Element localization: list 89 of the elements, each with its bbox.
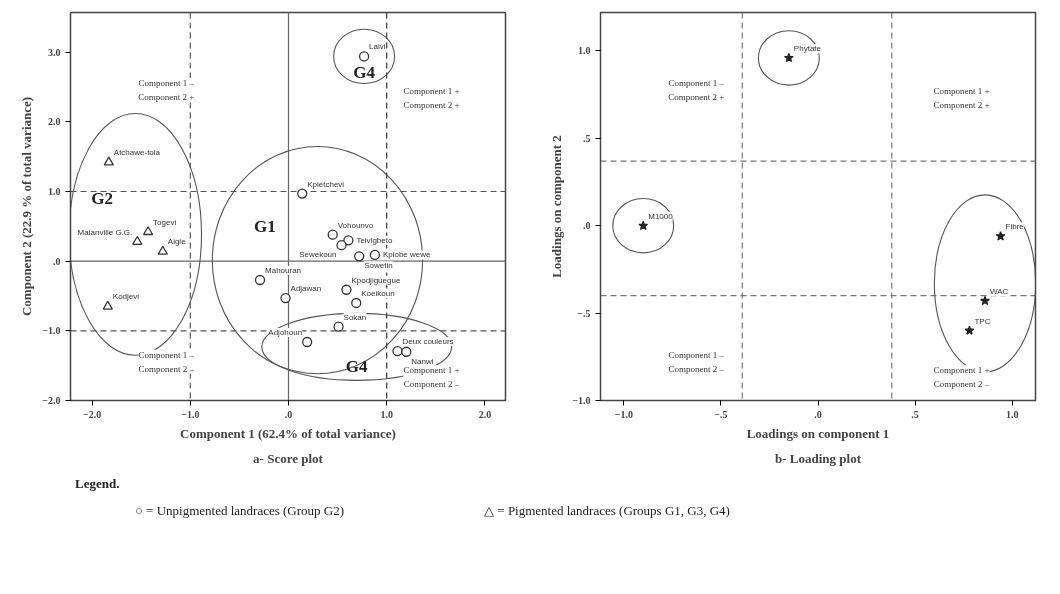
- annotation: Component 1 + Component 2 –: [403, 365, 460, 390]
- annotation: M1000: [648, 211, 674, 221]
- annotation: Atchawe-tola: [113, 148, 161, 158]
- text: Legend.: [75, 475, 121, 493]
- text: △ = Pigmented landraces (Groups G1, G3, G4): [484, 502, 730, 518]
- point: [302, 336, 313, 348]
- x-tick-label: −1.0: [181, 408, 200, 420]
- point: [964, 325, 975, 335]
- point: [102, 300, 113, 310]
- point: [995, 231, 1006, 241]
- point: [369, 249, 381, 261]
- y-axis-title: Loadings on component 2: [549, 135, 565, 278]
- series-label: G1: [254, 216, 276, 236]
- point: [327, 229, 338, 240]
- y-tick-label: −.5: [577, 307, 591, 319]
- point: [142, 226, 154, 236]
- annotation: Teivigbeto: [356, 235, 393, 245]
- point: [351, 297, 362, 309]
- point: [280, 292, 291, 304]
- x-tick-label: .5: [911, 408, 919, 420]
- point: [341, 284, 352, 295]
- point: [336, 240, 347, 251]
- x-tick-label: −1.0: [614, 408, 633, 420]
- x-tick-label: −2.0: [83, 408, 102, 420]
- point: [333, 28, 396, 85]
- point: [297, 188, 308, 199]
- annotation: Adjohoun: [268, 327, 303, 337]
- annotation: Sowetin: [364, 261, 393, 271]
- y-tick-label: 3.0: [48, 46, 61, 58]
- point: [392, 345, 403, 357]
- annotation: Malanville G.G.: [77, 227, 133, 237]
- y-tick-label: .5: [583, 132, 591, 144]
- annotation: Component 1 – Component 2 +: [138, 78, 195, 103]
- annotation: Component 1 – Component 2 –: [668, 349, 725, 374]
- annotation: Togevi: [153, 217, 177, 227]
- annotation: Koeikoun: [361, 288, 395, 298]
- annotation: Component 1 + Component 2 –: [933, 365, 990, 390]
- x-tick-label: .0: [814, 408, 822, 420]
- annotation: Adjawan: [290, 284, 322, 294]
- point: [401, 346, 412, 357]
- text: b- Loading plot: [775, 450, 862, 466]
- annotation: Sewekoun: [299, 250, 337, 260]
- point: [157, 245, 168, 255]
- y-tick-label: 2.0: [48, 116, 61, 128]
- x-tick-label: .0: [284, 408, 293, 420]
- y-tick-label: −1.0: [42, 325, 61, 337]
- annotation: WAC: [990, 286, 1009, 296]
- annotation: Mahouran: [265, 265, 302, 275]
- point: [333, 321, 344, 332]
- annotation: TPC: [974, 316, 991, 326]
- text: ○ = Unpigmented landraces (Group G2): [135, 502, 345, 518]
- y-tick-label: 1.0: [578, 45, 591, 57]
- y-tick-label: 1.0: [48, 186, 61, 198]
- x-tick-label: 2.0: [478, 408, 492, 420]
- x-tick-label: 1.0: [380, 408, 393, 420]
- annotation: Phytate: [793, 43, 822, 53]
- annotation: Component 1 + Component 2 +: [933, 85, 990, 110]
- x-axis-title: Loadings on component 1: [746, 425, 890, 441]
- annotation: Component 1 – Component 2 +: [668, 78, 725, 103]
- annotation: Aigle: [167, 237, 187, 247]
- text: a- Score plot: [253, 450, 324, 466]
- point: [103, 156, 114, 166]
- x-tick-label: 1.0: [1005, 408, 1019, 420]
- point: [354, 251, 365, 262]
- y-axis-title: Component 2 (22.9 % of total variance): [19, 96, 35, 317]
- point: [132, 235, 143, 245]
- series-label: G4: [345, 357, 369, 377]
- annotation: Vohounvo: [337, 220, 374, 230]
- annotation: Kodjevi: [112, 292, 140, 302]
- series-label: G4: [353, 63, 376, 83]
- x-tick-label: −.5: [714, 408, 728, 420]
- y-tick-label: −1.0: [572, 395, 591, 406]
- annotation: Kplobe wewe: [382, 250, 432, 260]
- y-tick-label: −2.0: [42, 395, 61, 406]
- annotation: Nanwi: [411, 356, 434, 366]
- point: [254, 274, 266, 286]
- series-label: G2: [91, 188, 114, 208]
- annotation: Kplétchevi: [307, 179, 345, 189]
- annotation: Laivi: [369, 42, 386, 52]
- annotation: Deux couleurs: [402, 337, 454, 347]
- annotation: Fibre: [1005, 222, 1025, 232]
- annotation: Component 1 + Component 2 +: [403, 85, 460, 110]
- annotation: Component 1 – Component 2 –: [138, 349, 195, 374]
- point: [980, 295, 990, 306]
- annotation: Sokan: [343, 312, 367, 322]
- y-tick-label: .0: [53, 255, 61, 267]
- x-axis-title: Component 1 (62.4% of total variance): [180, 425, 396, 441]
- y-tick-label: .0: [583, 220, 591, 232]
- annotation: Kpodjiguegue: [351, 275, 401, 285]
